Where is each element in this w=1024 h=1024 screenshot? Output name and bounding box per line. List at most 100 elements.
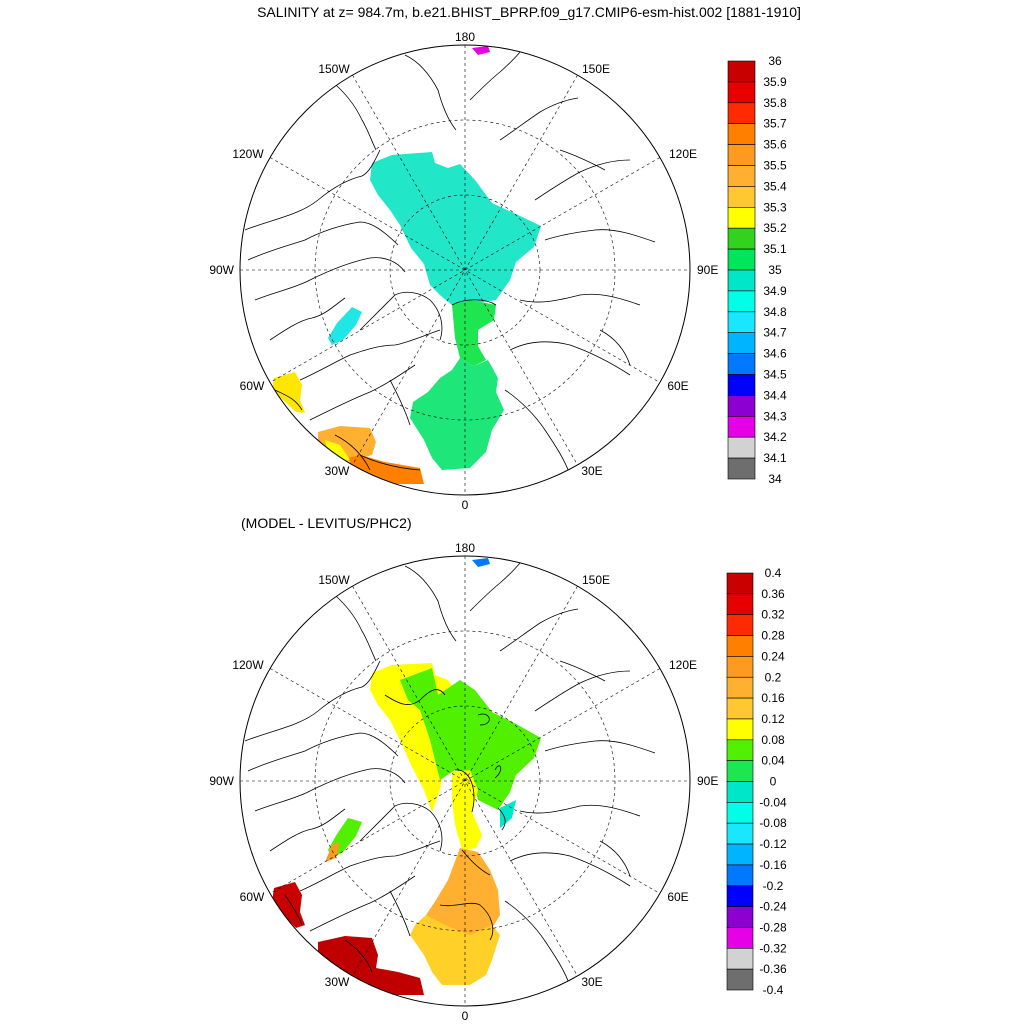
- colorbar-swatch: [726, 697, 754, 720]
- colorbar-label: 0.32: [761, 608, 785, 622]
- panel-title: (MODEL - LEVITUS/PHC2): [241, 515, 412, 531]
- lon-label-60w: 60W: [240, 890, 265, 904]
- colorbar-swatch: [727, 248, 756, 271]
- colorbar-swatch: [727, 436, 756, 459]
- region-norwegian-sea: [410, 915, 500, 985]
- lon-label-90w: 90W: [209, 263, 234, 277]
- panel-difference: (MODEL - LEVITUS/PHC2): [209, 515, 787, 1023]
- panel-title: SALINITY at z= 984.7m, b.e21.BHIST_BPRP.…: [257, 4, 801, 20]
- lon-label-90e: 90E: [697, 263, 718, 277]
- colorbar-swatch: [727, 415, 756, 438]
- colorbar-swatch: [726, 656, 754, 678]
- lon-label-90w: 90W: [209, 774, 234, 788]
- colorbar-swatch: [727, 332, 756, 354]
- colorbar-label: 0.24: [761, 649, 785, 663]
- colorbar-swatch: [726, 739, 754, 761]
- lon-label-120w: 120W: [232, 658, 264, 672]
- colorbar-label: 34.8: [763, 305, 787, 319]
- colorbar-label: -0.2: [763, 879, 784, 893]
- lon-label-150e: 150E: [582, 62, 610, 76]
- colorbar-swatch: [726, 718, 754, 741]
- colorbar-label: 0.2: [765, 670, 782, 684]
- colorbar-label: 35.7: [763, 117, 787, 131]
- lon-label-90e: 90E: [697, 774, 718, 788]
- colorbar-swatch: [727, 374, 756, 396]
- coastlines: [244, 562, 656, 987]
- colorbar-label: -0.32: [759, 941, 787, 955]
- colorbar-label: 35.9: [763, 75, 787, 89]
- colorbar-label: -0.4: [763, 983, 784, 997]
- colorbar-label: -0.24: [759, 900, 787, 914]
- colorbar-swatch: [726, 802, 754, 824]
- colorbar-swatch: [727, 269, 756, 292]
- lon-label-30e: 30E: [581, 975, 602, 989]
- colorbar-swatch: [726, 676, 754, 699]
- lon-label-120e: 120E: [669, 147, 697, 161]
- region-baffin: [328, 307, 362, 345]
- lon-label-120w: 120W: [232, 147, 264, 161]
- lon-label-150e: 150E: [582, 573, 610, 587]
- lon-label-180: 180: [455, 541, 475, 555]
- colorbar-label: 35.4: [763, 179, 787, 193]
- region-nordic-seas: [426, 848, 500, 945]
- colorbar-swatch: [726, 947, 754, 970]
- colorbar-label: -0.12: [759, 837, 787, 851]
- lon-label-60e: 60E: [667, 379, 688, 393]
- colorbar-label: 34.6: [763, 347, 787, 361]
- colorbar-swatch: [726, 781, 754, 803]
- colorbar-label: 0: [770, 775, 777, 789]
- colorbar-swatch: [726, 885, 754, 907]
- colorbar-label: 35.3: [763, 200, 787, 214]
- colorbar-swatch: [727, 457, 756, 480]
- colorbar-swatch: [727, 60, 756, 83]
- colorbar-swatch: [727, 311, 756, 333]
- colorbar-label: 0.16: [761, 691, 785, 705]
- lon-label-30e: 30E: [581, 464, 602, 478]
- contours: [274, 299, 497, 471]
- map-border: [239, 555, 691, 1007]
- colorbar-label: -0.16: [759, 858, 787, 872]
- colorbar-label: 34.4: [763, 388, 787, 402]
- colorbar-label: 35.1: [763, 242, 787, 256]
- lon-label-0: 0: [462, 1009, 469, 1023]
- region-north-atlantic-b: [348, 455, 424, 484]
- colorbar-swatch: [727, 165, 756, 187]
- colorbar-swatch: [726, 760, 754, 782]
- region-fram-strait: [452, 300, 496, 366]
- colorbar-swatch: [727, 353, 756, 375]
- colorbar-swatch: [726, 927, 754, 949]
- colorbar-swatch: [727, 102, 756, 125]
- colorbar-salinity: 36 35.9 35.8 35.7 35.6 35.5 35.4 35.3 35.2 35.1 35…: [727, 54, 787, 486]
- colorbar-label: 0.08: [761, 733, 785, 747]
- region-arctic-basin: [370, 152, 541, 305]
- lon-label-150w: 150W: [318, 62, 350, 76]
- colorbar-label: 34: [768, 472, 782, 486]
- colorbar-swatch: [727, 207, 756, 229]
- region-labrador-sea: [272, 882, 305, 928]
- region-na-yellow: [325, 440, 350, 462]
- region-baffin-south: [325, 842, 340, 862]
- colorbar-swatch: [727, 81, 756, 104]
- colorbar-label: 0.04: [761, 754, 785, 768]
- lon-label-60e: 60E: [667, 890, 688, 904]
- colorbar-label: 34.3: [763, 409, 787, 423]
- colorbar-label: 35.5: [763, 159, 787, 173]
- region-bering-spot: [472, 558, 490, 567]
- lon-labels: 180 0 90W 90E 150W 150E 120W 120E 60W 60…: [209, 541, 718, 1023]
- colorbar-label: 35.2: [763, 221, 787, 235]
- coastlines: [244, 51, 656, 476]
- colorbar-label: 0.12: [761, 712, 785, 726]
- lon-label-0: 0: [462, 498, 469, 512]
- colorbar-swatch: [727, 395, 756, 417]
- lon-label-30w: 30W: [325, 975, 350, 989]
- colorbar-label: 36: [768, 54, 782, 68]
- colorbar-label: -0.08: [759, 816, 787, 830]
- colorbar-label: 0.28: [761, 629, 785, 643]
- colorbar-label: 0.36: [761, 587, 785, 601]
- colorbar-swatch: [727, 290, 756, 313]
- colorbar-swatch: [727, 186, 756, 208]
- colorbar-label: 34.7: [763, 326, 787, 340]
- colorbar-label: 34.9: [763, 284, 787, 298]
- colorbar-swatch: [726, 906, 754, 928]
